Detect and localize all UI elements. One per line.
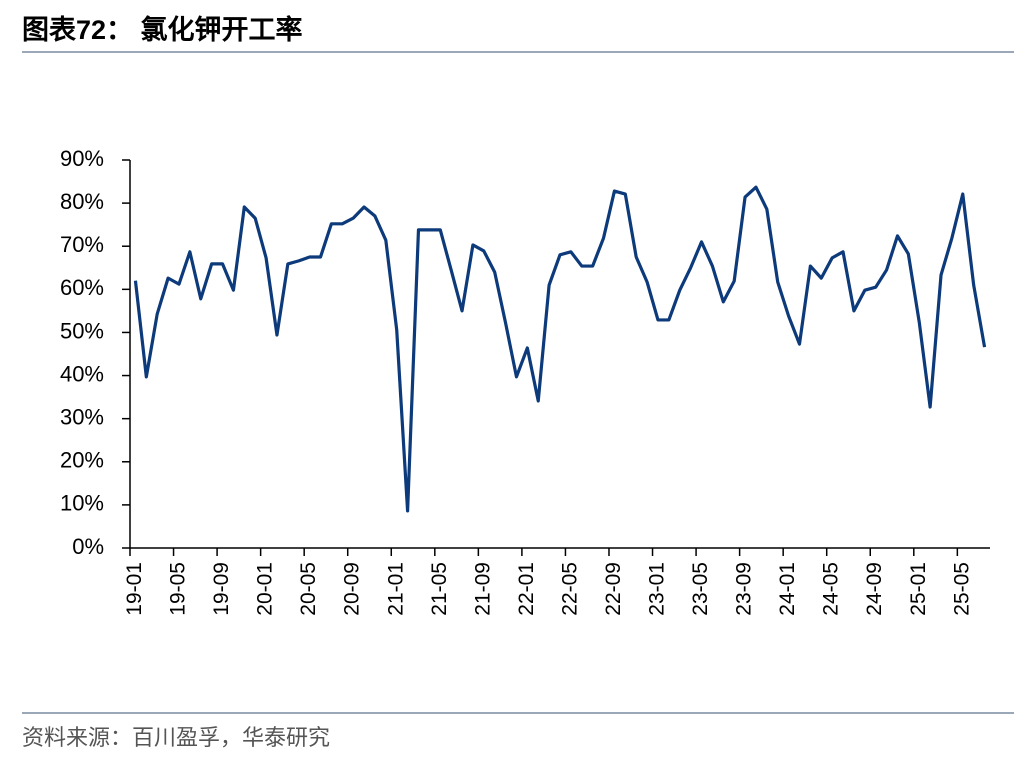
x-tick-label: 25-05 xyxy=(950,562,973,616)
y-tick-label: 60% xyxy=(60,275,104,300)
x-tick-label: 25-01 xyxy=(907,562,930,616)
source: 资料来源：百川盈孚，华泰研究 xyxy=(22,725,330,750)
x-tick-label: 22-05 xyxy=(558,562,581,616)
x-tick-label: 19-09 xyxy=(210,562,233,616)
x-tick-label: 19-01 xyxy=(123,562,146,616)
chart-title: 图表72： 氯化钾开工率 xyxy=(22,14,303,45)
y-tick-label: 20% xyxy=(60,448,104,473)
x-tick-label: 19-05 xyxy=(167,562,190,616)
series-line xyxy=(133,185,987,513)
x-tick-label: 22-09 xyxy=(602,562,625,616)
x-tick-label: 24-05 xyxy=(820,562,843,616)
x-tick-label: 23-01 xyxy=(646,562,669,616)
y-tick-label: 80% xyxy=(60,189,104,214)
y-tick-label: 10% xyxy=(60,491,104,516)
x-tick-label: 22-01 xyxy=(515,562,538,616)
y-tick-label: 90% xyxy=(60,146,104,171)
x-tick-label: 21-05 xyxy=(428,562,451,616)
x-tick-label: 20-01 xyxy=(254,562,277,616)
y-tick-label: 30% xyxy=(60,404,104,429)
x-tick-label: 21-01 xyxy=(384,562,407,616)
y-tick-label: 70% xyxy=(60,232,104,257)
y-tick-label: 0% xyxy=(72,534,104,559)
x-tick-label: 20-05 xyxy=(297,562,320,616)
y-tick-label: 40% xyxy=(60,361,104,386)
x-tick-label: 20-09 xyxy=(341,562,364,616)
x-tick-label: 23-05 xyxy=(689,562,712,616)
x-tick-label: 24-01 xyxy=(776,562,799,616)
y-tick-label: 50% xyxy=(60,318,104,343)
x-tick-label: 21-09 xyxy=(471,562,494,616)
x-tick-label: 24-09 xyxy=(863,562,886,616)
x-tick-label: 23-09 xyxy=(733,562,756,616)
